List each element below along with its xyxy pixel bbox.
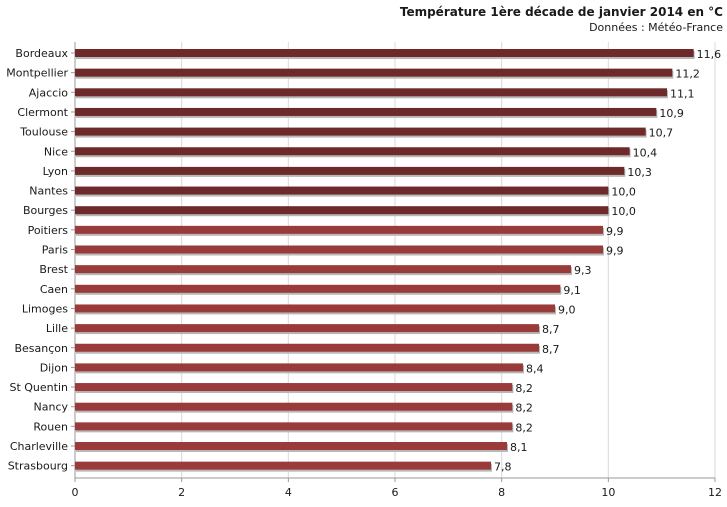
- data-label: 8,4: [526, 362, 544, 375]
- bar: [75, 265, 571, 274]
- bar: [75, 88, 667, 97]
- bar: [75, 245, 603, 254]
- y-tick-label: Strasbourg: [8, 460, 68, 473]
- bar: [75, 422, 513, 431]
- y-tick-label: Lyon: [43, 165, 68, 178]
- y-tick-label: Montpellier: [6, 67, 68, 80]
- bar: [75, 225, 603, 234]
- x-tick-label: 6: [392, 486, 399, 499]
- bar: [75, 49, 694, 57]
- data-label: 11,6: [697, 48, 722, 61]
- y-tick-label: Poitiers: [28, 224, 69, 237]
- y-tick-label: Ajaccio: [29, 86, 68, 99]
- bar: [75, 324, 539, 333]
- y-tick-label: Nancy: [34, 401, 69, 414]
- bar: [75, 284, 561, 293]
- bar: [75, 186, 609, 195]
- bar: [75, 107, 657, 116]
- y-tick-label: Dijon: [40, 361, 68, 374]
- y-tick-label: Toulouse: [19, 126, 68, 139]
- bar: [75, 166, 625, 175]
- y-tick-label: Rouen: [33, 420, 68, 433]
- bar: [75, 304, 555, 313]
- y-tick-label: Charleville: [10, 440, 68, 453]
- bar: [75, 461, 491, 470]
- y-tick-label: Limoges: [22, 302, 68, 315]
- chart-title: Température 1ère décade de janvier 2014 …: [399, 5, 723, 19]
- y-tick-label: Nice: [44, 145, 68, 158]
- bar: [75, 206, 609, 215]
- data-label: 9,0: [558, 303, 576, 316]
- y-tick-label: Brest: [39, 263, 68, 276]
- data-label: 10,3: [627, 166, 652, 179]
- bar: [75, 402, 513, 411]
- y-tick-label: St Quentin: [9, 381, 68, 394]
- bar: [75, 343, 539, 352]
- bar: [75, 147, 630, 156]
- y-tick-label: Lille: [46, 322, 68, 335]
- x-tick-label: 0: [72, 486, 79, 499]
- y-tick-label: Bordeaux: [15, 47, 68, 60]
- data-label: 11,2: [675, 68, 700, 81]
- y-tick-label: Nantes: [29, 185, 68, 198]
- data-label: 7,8: [494, 461, 512, 474]
- title-block: Température 1ère décade de janvier 2014 …: [400, 4, 723, 36]
- data-label: 8,1: [510, 441, 528, 454]
- y-tick-label: Besançon: [14, 342, 68, 355]
- bar: [75, 68, 673, 77]
- data-label: 8,7: [542, 323, 560, 336]
- y-tick-label: Paris: [42, 244, 68, 257]
- chart-subtitle: Données : Météo-France: [589, 21, 723, 34]
- data-label: 10,9: [659, 107, 684, 120]
- data-label: 10,4: [633, 146, 658, 159]
- data-label: 8,2: [515, 382, 533, 395]
- x-tick-label: 12: [708, 486, 722, 499]
- data-label: 11,1: [670, 87, 695, 100]
- y-tick-label: Clermont: [17, 106, 68, 119]
- y-tick-label: Caen: [40, 283, 68, 296]
- x-tick-label: 4: [285, 486, 292, 499]
- data-label: 9,9: [606, 245, 624, 258]
- data-label: 9,1: [563, 284, 581, 297]
- y-tick-label: Bourges: [23, 204, 68, 217]
- data-label: 9,3: [574, 264, 592, 277]
- data-label: 8,2: [515, 402, 533, 415]
- data-label: 10,7: [649, 127, 674, 140]
- x-tick-label: 2: [178, 486, 185, 499]
- data-label: 10,0: [611, 186, 636, 199]
- bar: [75, 363, 523, 372]
- x-tick-label: 10: [601, 486, 615, 499]
- data-label: 10,0: [611, 205, 636, 218]
- data-label: 8,7: [542, 343, 560, 356]
- x-tick-label: 8: [498, 486, 505, 499]
- bar: [75, 383, 513, 392]
- data-label: 8,2: [515, 421, 533, 434]
- data-label: 9,9: [606, 225, 624, 238]
- bar: [75, 127, 646, 136]
- bar: [75, 442, 507, 450]
